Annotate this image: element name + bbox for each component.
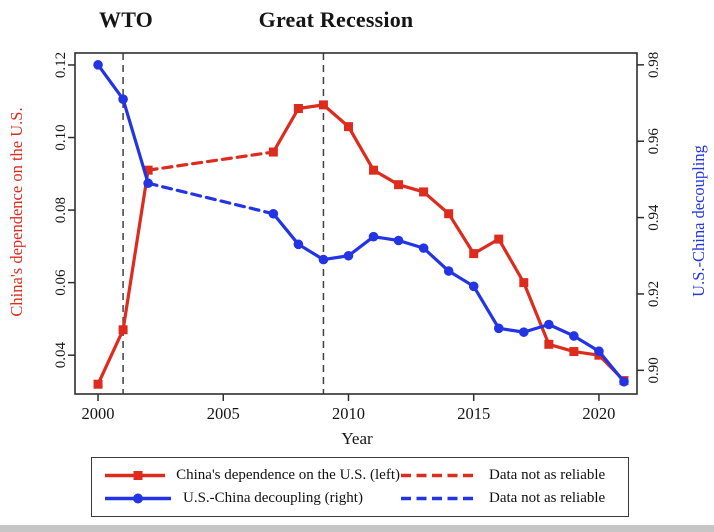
left-axis-title: China's dependence on the U.S. — [7, 107, 26, 317]
x-axis-tick-label: 2010 — [332, 404, 365, 423]
data-marker-square — [544, 339, 554, 349]
right-axis-title: U.S.-China decoupling — [689, 145, 708, 297]
data-marker-circle — [393, 235, 404, 246]
series-line-dashed-right — [146, 181, 275, 216]
data-marker-circle — [268, 208, 279, 219]
legend-entry-unreliable-red: Data not as reliable — [400, 467, 622, 484]
data-marker-circle — [293, 239, 304, 250]
data-marker-circle — [518, 327, 529, 337]
left-axis-tick-label: 0.10 — [53, 124, 69, 150]
legend-entry-dependence: China's dependence on the U.S. (left) — [104, 467, 400, 484]
data-marker-square — [444, 209, 454, 219]
data-marker-square — [293, 104, 303, 114]
data-marker-square — [494, 234, 504, 244]
legend-label: Data not as reliable — [489, 466, 606, 483]
data-marker-square — [394, 180, 404, 190]
legend: China's dependence on the U.S. (left) Da… — [91, 457, 629, 517]
x-axis-tick-label: 2000 — [82, 404, 115, 423]
legend-label: Data not as reliable — [489, 490, 606, 507]
x-axis-tick-label: 2005 — [207, 404, 240, 423]
blue-solid-circle-line-sample — [105, 493, 171, 504]
left-axis-tick-label: 0.04 — [53, 342, 69, 369]
right-axis-tick-label: 0.94 — [646, 204, 662, 231]
data-marker-circle — [343, 250, 354, 261]
left-axis-tick-label: 0.12 — [53, 52, 69, 78]
blue-dashed-line-sample — [401, 497, 477, 501]
data-marker-square — [93, 379, 103, 389]
bottom-strip — [0, 525, 714, 532]
data-marker-circle — [443, 266, 454, 276]
line-chart: 0.04 0.06 0.08 0.10 0.12 0.90 0.92 0.94 0.96 0.98… — [53, 52, 662, 423]
data-marker-square — [569, 347, 579, 357]
data-marker-square — [268, 147, 278, 157]
annotation-great-recession: Great Recession — [258, 7, 414, 32]
right-axis-tick-label: 0.92 — [646, 281, 662, 307]
left-axis-tick-label: 0.06 — [53, 269, 69, 296]
data-marker-circle — [93, 60, 103, 70]
legend-entry-decoupling: U.S.-China decoupling (right) — [104, 490, 400, 507]
data-marker-circle — [594, 346, 604, 357]
data-marker-circle — [418, 243, 429, 253]
data-marker-circle — [118, 94, 128, 105]
data-marker-circle — [569, 331, 579, 341]
legend-label: U.S.-China decoupling (right) — [183, 490, 363, 507]
data-marker-circle — [318, 254, 329, 265]
series-line-dashed-left — [146, 150, 275, 172]
red-dashed-line-sample — [401, 473, 477, 477]
data-marker-circle — [143, 178, 153, 189]
data-marker-circle — [619, 376, 629, 387]
legend-entry-unreliable-blue: Data not as reliable — [400, 490, 622, 507]
data-marker-square — [143, 165, 153, 175]
annotation-wto: WTO — [99, 7, 153, 32]
data-marker-square — [519, 278, 529, 288]
legend-label: China's dependence on the U.S. (left) — [176, 466, 400, 483]
right-axis-tick-label: 0.90 — [646, 357, 662, 383]
x-axis-title: Year — [341, 429, 373, 448]
data-marker-square — [118, 325, 128, 335]
series-line-solid-right — [271, 212, 626, 384]
data-marker-square — [469, 249, 479, 259]
data-marker-circle — [544, 319, 554, 330]
right-axis-tick-label: 0.96 — [646, 128, 662, 155]
data-marker-circle — [368, 231, 379, 242]
left-axis-tick-label: 0.08 — [53, 197, 69, 223]
data-marker-circle — [468, 281, 479, 292]
right-axis-tick-label: 0.98 — [646, 52, 662, 78]
x-axis-tick-label: 2020 — [582, 404, 615, 423]
data-marker-square — [318, 100, 328, 110]
red-solid-square-line-sample — [105, 470, 166, 480]
data-marker-square — [343, 122, 353, 132]
plot-border — [74, 52, 638, 395]
data-marker-square — [419, 187, 429, 197]
data-marker-circle — [493, 323, 504, 334]
data-marker-square — [369, 165, 379, 175]
x-axis-tick-label: 2015 — [457, 404, 490, 423]
